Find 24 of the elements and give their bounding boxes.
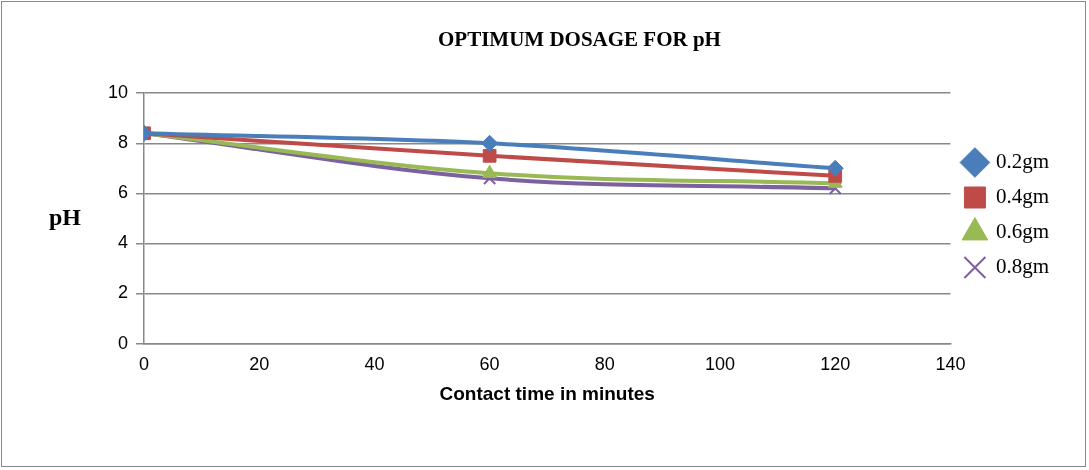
x-tick-label: 100: [704, 354, 736, 375]
x-tick-label: 20: [249, 354, 270, 375]
point: [482, 148, 497, 163]
legend-label: 0.6gm: [995, 219, 1050, 244]
chart-title: OPTIMUM DOSAGE FOR pH: [438, 27, 721, 52]
legend-label: 0.2gm: [995, 149, 1050, 174]
y-tick-label: 8: [118, 132, 129, 153]
point: [481, 134, 499, 152]
point: [826, 159, 844, 177]
x-tick-label: 60: [479, 354, 500, 375]
legend-label: 0.4gm: [995, 184, 1050, 209]
x-tick-label: 40: [364, 354, 385, 375]
y-tick-label: 10: [107, 82, 129, 103]
x-tick-label: 0: [139, 354, 150, 375]
y-tick-label: 4: [118, 232, 129, 253]
y-tick-label: 0: [118, 332, 129, 353]
y-tick-label: 6: [118, 182, 129, 203]
legend-label: 0.8gm: [995, 254, 1050, 279]
x-tick-label: 80: [594, 354, 615, 375]
x-tick-label: 120: [820, 354, 851, 375]
x-tick-label: 140: [935, 354, 966, 375]
y-axis-title: pH: [48, 203, 82, 230]
x-axis-title: Contact time in minutes: [439, 382, 655, 404]
y-tick-label: 2: [118, 282, 129, 303]
